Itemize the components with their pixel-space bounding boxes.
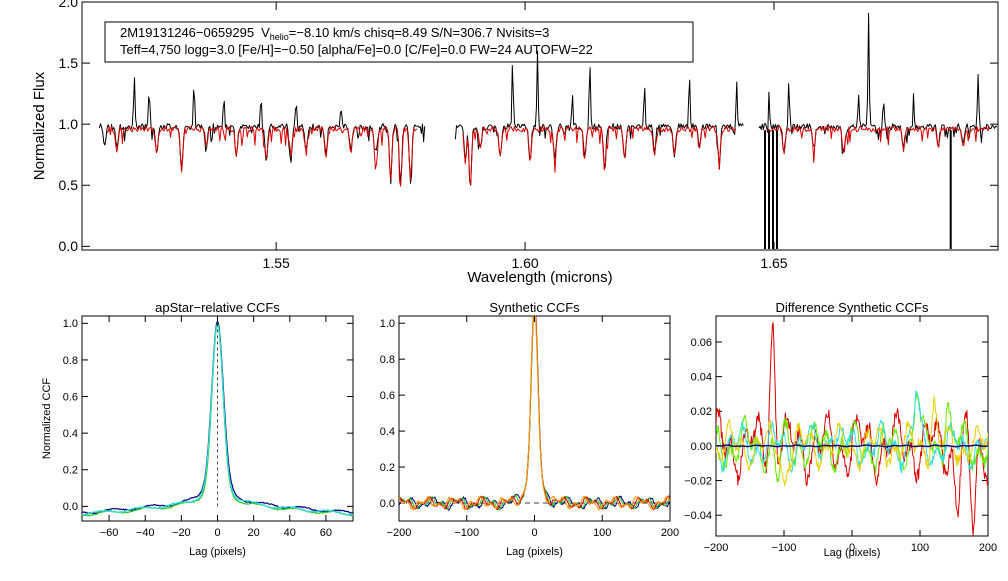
spectrum-ytick-label: 2.0 <box>59 0 79 10</box>
synthetic_ccf-xtick-label: −100 <box>454 527 479 539</box>
diff_ccf-ytick-label: 0.06 <box>691 337 712 349</box>
diff_ccf-xtick-label: −100 <box>772 542 797 554</box>
diff_ccf-ytick-label: −0.02 <box>684 475 712 487</box>
observed-spectrum-chip-2 <box>454 50 744 186</box>
star-id: 2M19131246−0659295 <box>120 25 254 40</box>
spectrum-xlabel: Wavelength (microns) <box>467 269 612 286</box>
apstar_ccf-axes: −60 −40 −20 0 20 40 60 0.0 0.2 0.4 0.6 0.8 1.0 <box>63 315 354 539</box>
vhelio-symbol: V <box>261 25 270 40</box>
synthetic_ccf-ytick-label: 1.0 <box>380 318 395 330</box>
diff_ccf-ytick-label: −0.04 <box>684 510 712 522</box>
apstar-ccf-xlabel: Lag (pixels) <box>189 546 246 558</box>
apstar_ccf-ytick-label: 0.0 <box>63 501 78 513</box>
spectrum-frame <box>81 1 999 251</box>
synthetic_ccf-xtick-label: 100 <box>593 527 611 539</box>
diff-ccf-xlabel: Lag (pixels) <box>824 547 881 559</box>
apstar_ccf-xtick-label: −20 <box>172 527 191 539</box>
diff_ccf-xtick-label: 200 <box>979 542 997 554</box>
synthetic_ccf-axes: −200 −100 0 100 200 0.0 0.2 0.4 0.6 0.8 1.0 <box>380 315 679 539</box>
apstar_ccf-xtick-label: −40 <box>136 527 155 539</box>
apstar-ccf-series <box>82 320 353 517</box>
apstar_ccf-xtick-label: 20 <box>248 527 260 539</box>
diff_ccf-xtick-label: 100 <box>911 542 929 554</box>
apstar-ccf-title: apStar−relative CCFs <box>155 300 280 315</box>
spectrum-ytick-label: 0.5 <box>59 177 79 193</box>
spectrum-xtick-label: 1.55 <box>263 255 290 271</box>
spectrum-ylabel: Normalized Flux <box>31 71 48 180</box>
spectrum-series <box>98 12 997 249</box>
synthetic_ccf-ytick-label: 0.2 <box>380 462 395 474</box>
apstar_ccf-xtick-label: 40 <box>284 527 296 539</box>
diff_ccf-ytick-label: 0.04 <box>691 371 712 383</box>
synthetic_ccf-xtick-label: 200 <box>661 527 679 539</box>
apstar_ccf-ytick-label: 0.4 <box>63 428 78 440</box>
synthetic-ccf-series <box>399 316 670 511</box>
info-line-1: 2M19131246−0659295 Vhelio=−8.10 km/s chis… <box>120 25 549 42</box>
diff-ccf-series <box>716 322 988 536</box>
apstar_ccf-xtick-label: 60 <box>320 527 332 539</box>
model-spectrum-chip-2 <box>462 125 737 185</box>
spectrum-axes: 1.55 1.60 1.65 0.0 0.5 1.0 1.5 2.0 <box>59 0 999 271</box>
diff-ccf-title: Difference Synthetic CCFs <box>776 300 929 315</box>
info-line-1-values: =−8.10 km/s chisq=8.49 S/N=306.7 Nvisits… <box>289 25 550 40</box>
diff_ccf-axes: −200 −100 0 100 200 −0.04 −0.02 0.00 0.02 0.04 0.0… <box>684 315 997 554</box>
apstar_ccf-ytick-label: 0.8 <box>63 355 78 367</box>
spectrum-ytick-label: 0.0 <box>59 238 79 254</box>
spectrum-ytick-label: 1.0 <box>59 116 79 132</box>
synthetic_ccf-ytick-label: 0.8 <box>380 354 395 366</box>
synthetic_ccf-frame <box>398 315 671 522</box>
synthetic_ccf-ytick-label: 0.0 <box>380 498 395 510</box>
info-box: 2M19131246−0659295 Vhelio=−8.10 km/s chis… <box>104 21 694 63</box>
observed-spectrum-chip-3 <box>758 12 997 154</box>
synthetic_ccf-xtick-label: −200 <box>387 527 412 539</box>
apstar_ccf-xtick-label: −60 <box>100 527 119 539</box>
synthetic-ccf-line-visit-2 <box>399 316 670 511</box>
apstar_ccf-ytick-label: 1.0 <box>63 318 78 330</box>
synthetic-ccf-title: Synthetic CCFs <box>489 300 580 315</box>
spectrum-xtick-label: 1.60 <box>511 255 538 271</box>
plot-layer: 1.55 1.60 1.65 0.0 0.5 1.0 1.5 2.0 Wavelength (m… <box>31 0 999 559</box>
synthetic-ccf-xlabel: Lag (pixels) <box>506 546 563 558</box>
spectrum-xtick-label: 1.65 <box>760 255 787 271</box>
diff_ccf-xtick-label: 0 <box>849 542 855 554</box>
synthetic-ccf-line-visit-3 <box>399 316 670 511</box>
info-box-frame <box>104 21 694 63</box>
diff-ccf-line-visit-3 <box>716 390 988 474</box>
diff-ccf-line-visit-1 <box>716 322 988 536</box>
vhelio-subscript: helio <box>270 32 289 42</box>
synthetic_ccf-xtick-label: 0 <box>531 527 537 539</box>
apstar-ccf-ylabel: Normalized CCF <box>41 378 53 460</box>
spectrum-ytick-label: 1.5 <box>59 55 79 71</box>
synthetic-ccf-line-visit-1 <box>399 316 670 511</box>
apstar_ccf-xtick-label: 0 <box>214 527 220 539</box>
diff_ccf-ytick-label: 0.02 <box>691 406 712 418</box>
observed-spectrum-chip-1 <box>98 77 426 186</box>
diff_ccf-ytick-label: 0.00 <box>691 441 712 453</box>
diff-ccf-line-visit-2 <box>716 392 988 483</box>
synthetic_ccf-ytick-label: 0.4 <box>380 426 395 438</box>
diff-ccf-line-combined <box>716 444 988 448</box>
diff_ccf-xtick-label: −200 <box>704 542 729 554</box>
apstar_ccf-ytick-label: 0.2 <box>63 465 78 477</box>
info-line-2: Teff=4,750 logg=3.0 [Fe/H]=−0.50 [alpha/… <box>120 42 593 57</box>
synthetic_ccf-ytick-label: 0.6 <box>380 390 395 402</box>
synthetic-ccf-line-combined <box>399 316 670 511</box>
model-spectrum-chip-1 <box>106 125 418 187</box>
apstar_ccf-ytick-label: 0.6 <box>63 391 78 403</box>
model-spectrum-chip-3 <box>766 125 991 163</box>
apstar_ccf-frame <box>81 315 354 522</box>
